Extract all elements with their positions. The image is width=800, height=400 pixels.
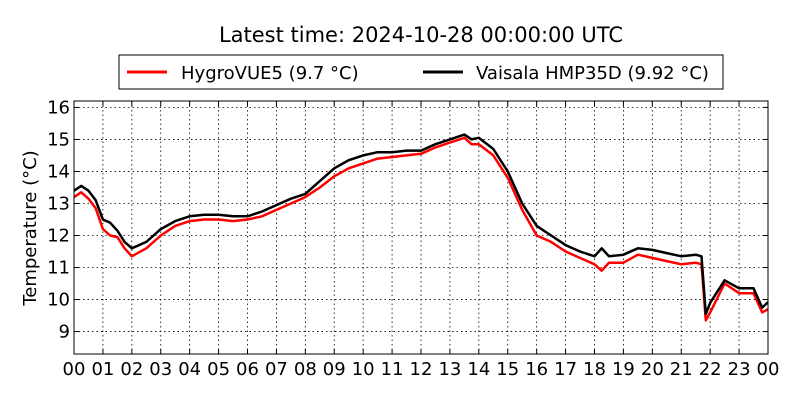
y-tick-label: 10 bbox=[47, 290, 70, 311]
y-tick-label: 13 bbox=[47, 193, 70, 214]
x-tick-label: 01 bbox=[91, 359, 114, 380]
y-tick-label: 14 bbox=[47, 161, 70, 182]
x-tick-label: 21 bbox=[670, 359, 693, 380]
y-tick-label: 11 bbox=[47, 258, 70, 279]
x-tick-label: 22 bbox=[699, 359, 722, 380]
y-tick-label: 9 bbox=[59, 322, 70, 343]
x-tick-label: 00 bbox=[757, 359, 780, 380]
x-tick-label: 04 bbox=[178, 359, 201, 380]
y-tick-label: 12 bbox=[47, 226, 70, 247]
legend-label-vaisala: Vaisala HMP35D (9.92 °C) bbox=[476, 63, 709, 84]
legend-label-hygrovue5: HygroVUE5 (9.7 °C) bbox=[181, 63, 359, 84]
x-tick-label: 02 bbox=[120, 359, 143, 380]
x-tick-label: 05 bbox=[207, 359, 230, 380]
chart-title: Latest time: 2024-10-28 00:00:00 UTC bbox=[219, 23, 623, 47]
x-tick-label: 15 bbox=[496, 359, 519, 380]
x-tick-label: 14 bbox=[467, 359, 490, 380]
x-tick-label: 03 bbox=[149, 359, 172, 380]
x-tick-label: 19 bbox=[612, 359, 635, 380]
x-tick-label: 10 bbox=[352, 359, 375, 380]
x-tick-label: 09 bbox=[323, 359, 346, 380]
x-tick-label: 00 bbox=[63, 359, 86, 380]
x-tick-label: 20 bbox=[641, 359, 664, 380]
series-line-vaisala bbox=[73, 133, 769, 316]
legend: HygroVUE5 (9.7 °C) Vaisala HMP35D (9.92 … bbox=[118, 54, 724, 90]
x-tick-label: 23 bbox=[728, 359, 751, 380]
legend-box bbox=[118, 54, 724, 90]
y-tick-label: 15 bbox=[47, 129, 70, 150]
x-tick-label: 08 bbox=[294, 359, 317, 380]
x-tick-label: 07 bbox=[265, 359, 288, 380]
x-tick-label: 13 bbox=[438, 359, 461, 380]
y-tick-label: 16 bbox=[47, 97, 70, 118]
y-axis-label: Temperature (°C) bbox=[20, 150, 41, 306]
x-tick-label: 11 bbox=[381, 359, 404, 380]
x-tick-label: 18 bbox=[583, 359, 606, 380]
x-tick-label: 06 bbox=[236, 359, 259, 380]
x-tick-label: 16 bbox=[525, 359, 548, 380]
series-line-hygrovue5 bbox=[73, 136, 769, 322]
x-tick-label: 12 bbox=[410, 359, 433, 380]
x-tick-label: 17 bbox=[554, 359, 577, 380]
